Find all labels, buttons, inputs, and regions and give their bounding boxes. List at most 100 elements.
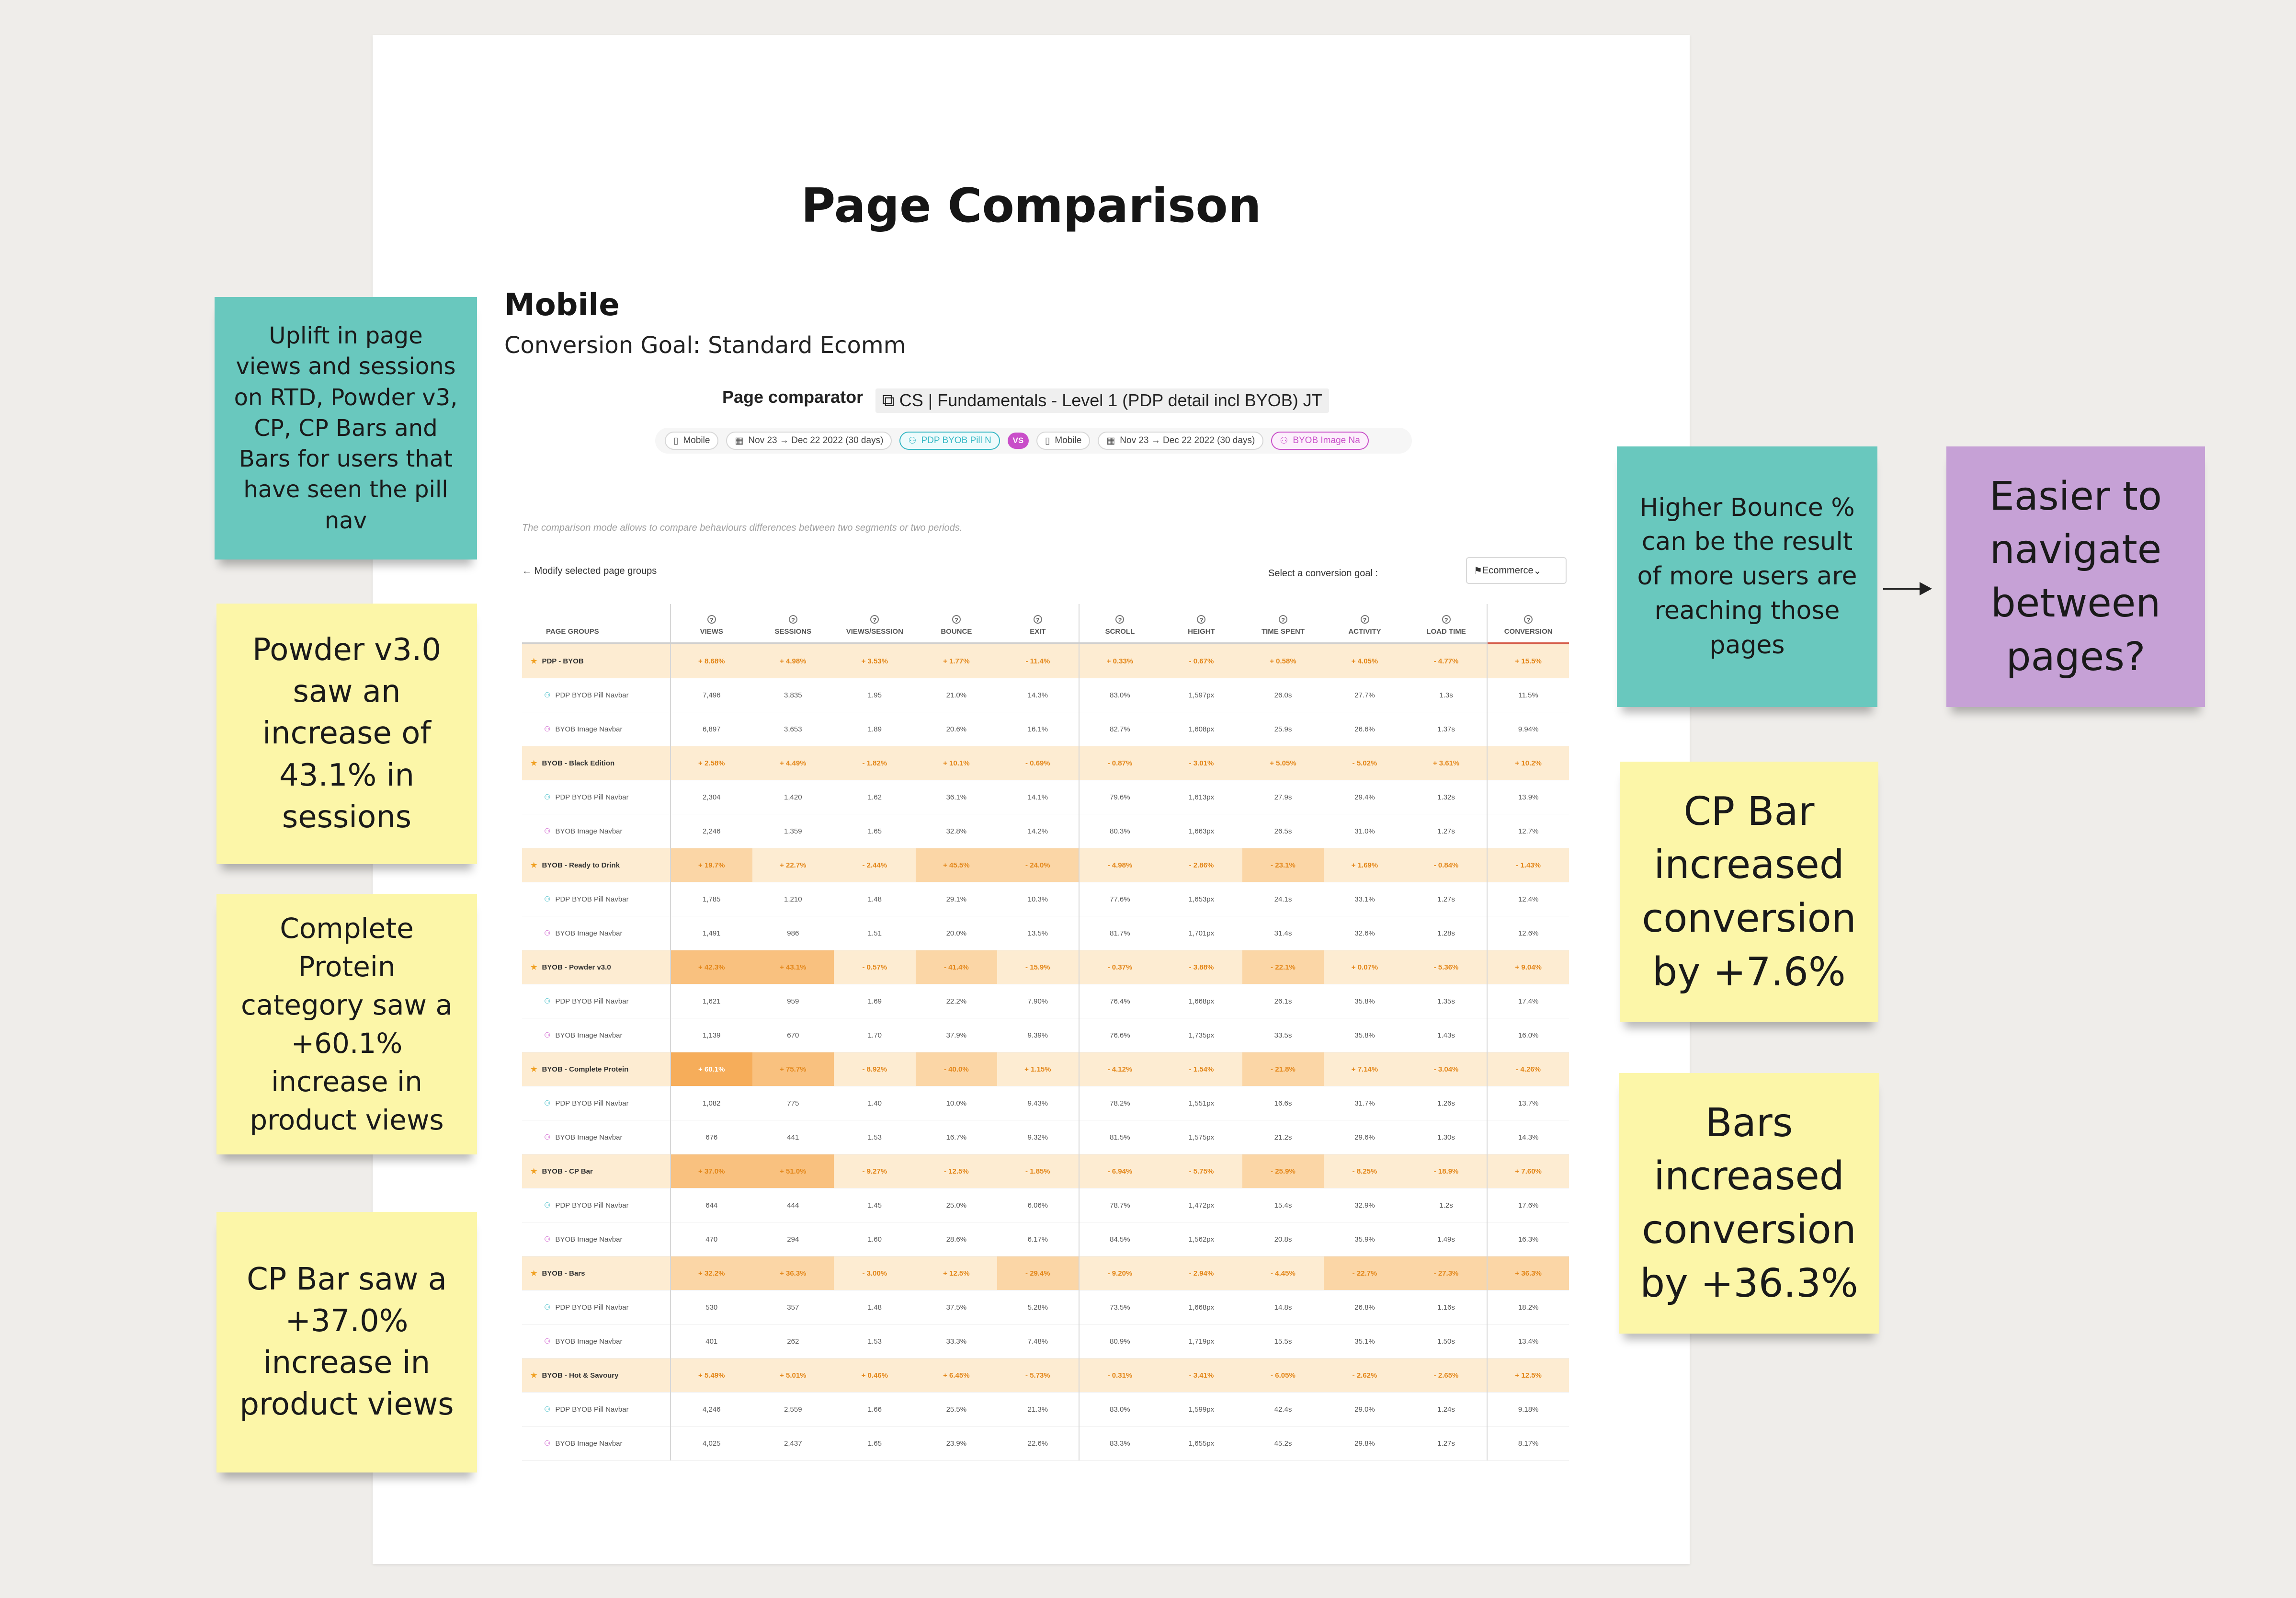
segment-row[interactable]: ⚇ BYOB Image Navbar 2,246 1,359 1.65 32.8% 14.…: [522, 814, 1569, 848]
cell-value: 959: [787, 997, 799, 1005]
info-icon: ?: [1524, 615, 1533, 624]
segment-row[interactable]: ⚇ PDP BYOB Pill Navbar 1,082 775 1.40 10.0% 9.…: [522, 1086, 1569, 1120]
sticky-note-cp-bar-conversion[interactable]: CP Bar increased conversion by +7.6%: [1620, 762, 1878, 1022]
page-group-row[interactable]: ★ BYOB - Complete Protein + 60.1% + 75.7% - …: [522, 1052, 1569, 1086]
date-chip-a[interactable]: ▦ Nov 23 → Dec 22 2022 (30 days): [726, 432, 892, 450]
cell-value: + 0.46%: [861, 1371, 888, 1380]
conversion-goal-select[interactable]: ⚑ Ecommerce ⌄: [1466, 557, 1567, 584]
page-board: Page Comparison Mobile Conversion Goal: …: [373, 35, 1690, 1564]
cell-value: BYOB Image Navbar: [555, 1235, 623, 1244]
column-header-exit[interactable]: ? EXIT: [997, 604, 1079, 644]
modify-page-groups-link[interactable]: ← Modify selected page groups: [522, 566, 657, 577]
segment-chip-b[interactable]: ⚇ BYOB Image Na: [1271, 432, 1369, 450]
cell-value: 80.3%: [1110, 827, 1130, 835]
column-header-bounce[interactable]: ? BOUNCE: [915, 604, 998, 644]
column-header-views[interactable]: ? VIEWS: [670, 604, 752, 644]
segment-row[interactable]: ⚇ PDP BYOB Pill Navbar 644 444 1.45 25.0% 6.06…: [522, 1188, 1569, 1222]
cell-value: BYOB - Powder v3.0: [542, 963, 611, 971]
segment-row[interactable]: ⚇ PDP BYOB Pill Navbar 4,246 2,559 1.66 25.5%…: [522, 1392, 1569, 1427]
column-header-load-time[interactable]: ? LOAD TIME: [1405, 604, 1488, 644]
metric-cell: 1.27s: [1405, 814, 1488, 848]
metric-cell: 1,668px: [1160, 1290, 1242, 1324]
segment-row[interactable]: ⚇ BYOB Image Navbar 676 441 1.53 16.7% 9.32% 81…: [522, 1120, 1569, 1154]
column-header-height[interactable]: ? HEIGHT: [1160, 604, 1242, 644]
metric-cell: + 4.49%: [752, 746, 834, 780]
segment-row[interactable]: ⚇ PDP BYOB Pill Navbar 1,785 1,210 1.48 29.1%…: [522, 882, 1569, 916]
segment-row[interactable]: ⚇ BYOB Image Navbar 1,491 986 1.51 20.0% 13.5%…: [522, 916, 1569, 950]
cell-value: 1.50s: [1437, 1337, 1455, 1346]
sticky-note-easier[interactable]: Easier to navigate between pages?: [1946, 446, 2205, 707]
cell-value: 13.9%: [1518, 793, 1539, 801]
device-chip-a[interactable]: ▯ Mobile: [665, 432, 719, 450]
column-header-label: HEIGHT: [1188, 628, 1215, 636]
page-group-row[interactable]: ★ BYOB - CP Bar + 37.0% + 51.0% - 9.27% - 12.…: [522, 1154, 1569, 1188]
page-group-row[interactable]: ★ PDP - BYOB + 8.68% + 4.98% + 3.53% + 1.77% -…: [522, 643, 1569, 678]
cell-value: 29.4%: [1354, 793, 1375, 801]
metric-cell: 1.62: [834, 780, 916, 814]
metric-cell: - 3.88%: [1160, 950, 1242, 984]
metric-cell: 1,139: [670, 1018, 752, 1052]
cell-value: 1.65: [867, 827, 882, 835]
date-chip-b[interactable]: ▦ Nov 23 → Dec 22 2022 (30 days): [1098, 432, 1264, 450]
segment-row[interactable]: ⚇ PDP BYOB Pill Navbar 530 357 1.48 37.5% 5.28…: [522, 1290, 1569, 1324]
metric-cell: 775: [752, 1086, 834, 1120]
sticky-note-bounce[interactable]: Higher Bounce % can be the result of mor…: [1617, 446, 1877, 707]
cell-value: - 41.4%: [944, 963, 969, 971]
page-group-row[interactable]: ★ BYOB - Black Edition + 2.58% + 4.49% - 1.8…: [522, 746, 1569, 780]
segment-row[interactable]: ⚇ PDP BYOB Pill Navbar 1,621 959 1.69 22.2% 7.…: [522, 984, 1569, 1018]
cell-value: 1.28s: [1437, 929, 1455, 937]
segment-row[interactable]: ⚇ BYOB Image Navbar 401 262 1.53 33.3% 7.48% 80…: [522, 1324, 1569, 1358]
cell-value: 2,246: [702, 827, 721, 835]
page-group-row[interactable]: ★ BYOB - Powder v3.0 + 42.3% + 43.1% - 0.57%…: [522, 950, 1569, 984]
metric-cell: 13.7%: [1487, 1086, 1569, 1120]
column-header-conversion[interactable]: ? CONVERSION: [1487, 604, 1569, 644]
metric-cell: 22.2%: [915, 984, 998, 1018]
cell-value: 78.2%: [1110, 1099, 1130, 1107]
metric-cell: 11.5%: [1487, 678, 1569, 712]
segment-row[interactable]: ⚇ PDP BYOB Pill Navbar 7,496 3,835 1.95 21.0%…: [522, 678, 1569, 712]
segment-row[interactable]: ⚇ BYOB Image Navbar 4,025 2,437 1.65 23.9% 22.…: [522, 1426, 1569, 1461]
metric-cell: 16.6s: [1242, 1086, 1324, 1120]
column-header-time-spent[interactable]: ? TIME SPENT: [1242, 604, 1324, 644]
device-chip-b[interactable]: ▯ Mobile: [1036, 432, 1091, 450]
metric-cell: 16.1%: [997, 712, 1079, 746]
cell-value: 1.53: [867, 1133, 882, 1141]
cell-value: 37.9%: [946, 1031, 967, 1039]
sticky-note-cp-bar-views[interactable]: CP Bar saw a +37.0% increase in product …: [216, 1212, 477, 1472]
segment-chip-a[interactable]: ⚇ PDP BYOB Pill N: [899, 432, 1000, 450]
cell-value: 1.65: [867, 1439, 882, 1448]
cell-value: 35.1%: [1354, 1337, 1375, 1346]
segment-row[interactable]: ⚇ BYOB Image Navbar 470 294 1.60 28.6% 6.17% 84…: [522, 1222, 1569, 1256]
metric-cell: - 12.5%: [915, 1154, 998, 1188]
cell-value: 13.4%: [1518, 1337, 1539, 1346]
comparator-title: Page comparator: [722, 387, 864, 407]
cell-value: 1.27s: [1437, 1439, 1455, 1448]
comparator-name[interactable]: ⧉ CS | Fundamentals - Level 1 (PDP detai…: [875, 388, 1329, 413]
column-header-views-session[interactable]: ? VIEWS/SESSION: [834, 604, 916, 644]
segment-row[interactable]: ⚇ BYOB Image Navbar 6,897 3,653 1.89 20.6% 16.…: [522, 712, 1569, 746]
column-header-scroll[interactable]: ? SCROLL: [1078, 604, 1161, 644]
metric-cell: 3,653: [752, 712, 834, 746]
cell-value: + 19.7%: [698, 861, 725, 869]
metric-cell: 1.27s: [1405, 882, 1488, 916]
page-group-row[interactable]: ★ BYOB - Hot & Savoury + 5.49% + 5.01% + 0.4…: [522, 1358, 1569, 1393]
sticky-note-uplift[interactable]: Uplift in page views and sessions on RTD…: [215, 297, 477, 559]
page-group-row[interactable]: ★ BYOB - Ready to Drink + 19.7% + 22.7% - 2.…: [522, 848, 1569, 882]
sticky-note-bars-conversion[interactable]: Bars increased conversion by +36.3%: [1619, 1073, 1879, 1334]
column-header-label: ACTIVITY: [1348, 628, 1381, 636]
star-icon: ★: [531, 1269, 537, 1278]
page-group-row[interactable]: ★ BYOB - Bars + 32.2% + 36.3% - 3.00% + 12.5%…: [522, 1256, 1569, 1290]
metric-cell: 21.0%: [915, 678, 998, 712]
column-header-activity[interactable]: ? ACTIVITY: [1324, 604, 1406, 644]
cell-value: - 1.82%: [862, 759, 887, 767]
column-header-sessions[interactable]: ? SESSIONS: [752, 604, 834, 644]
segment-row[interactable]: ⚇ BYOB Image Navbar 1,139 670 1.70 37.9% 9.39%…: [522, 1018, 1569, 1052]
metric-cell: 357: [752, 1290, 834, 1324]
metric-cell: 33.5s: [1242, 1018, 1324, 1052]
sticky-note-powder[interactable]: Powder v3.0 saw an increase of 43.1% in …: [216, 604, 477, 864]
metric-cell: - 0.57%: [834, 950, 916, 984]
cell-value: 84.5%: [1110, 1235, 1130, 1244]
sticky-note-complete-protein[interactable]: Complete Protein category saw a +60.1% i…: [216, 894, 477, 1154]
segment-row[interactable]: ⚇ PDP BYOB Pill Navbar 2,304 1,420 1.62 36.1%…: [522, 780, 1569, 814]
metric-cell: - 40.0%: [915, 1052, 998, 1086]
